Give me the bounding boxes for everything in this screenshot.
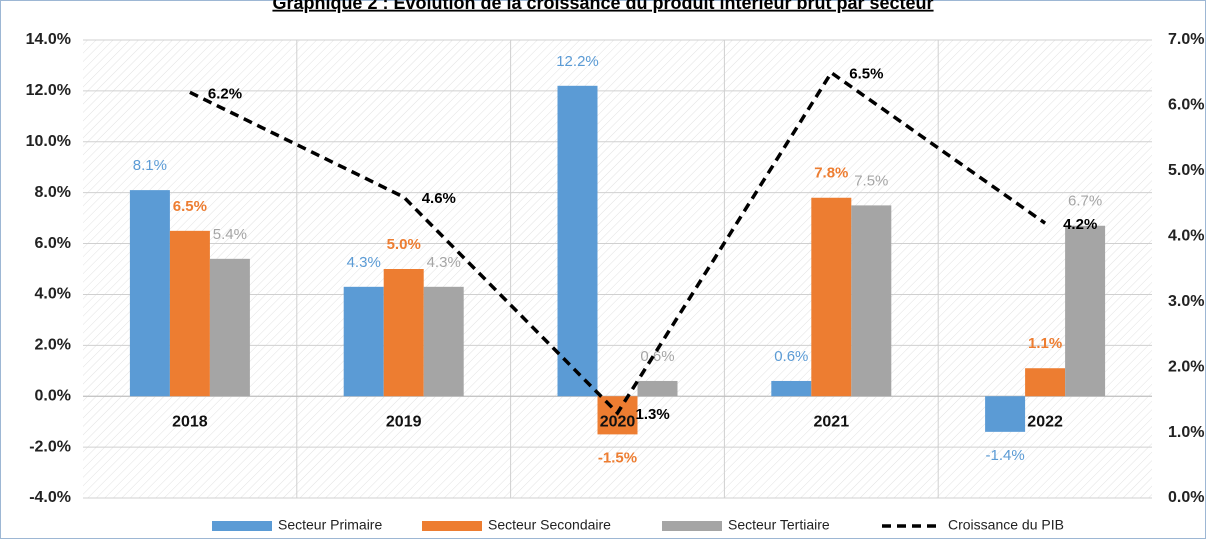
data-label: 0.6% [774,348,808,365]
y-tick-label: 6.0% [35,235,71,252]
y-tick-label: -2.0% [29,438,71,455]
data-label: -1.5% [598,449,637,466]
x-tick-label: 2021 [814,413,850,430]
data-label: 7.8% [814,165,848,182]
bar [811,197,852,397]
bar [343,286,384,397]
x-tick-label: 2020 [600,413,636,430]
y-tick-label: 14.0% [26,31,71,48]
y-tick-label: 10.0% [26,133,71,150]
data-label: 6.5% [173,198,207,215]
data-label: 6.2% [208,85,242,102]
bar [637,380,678,397]
y2-tick-label: 1.0% [1168,424,1204,441]
y2-tick-label: 2.0% [1168,358,1204,375]
x-tick-label: 2019 [386,413,422,430]
line [189,70,1047,416]
bar [1025,368,1066,397]
bar [1065,225,1106,397]
y-tick-label: 0.0% [35,387,71,404]
data-label: 5.0% [387,236,421,253]
x-tick-label: 2018 [172,413,208,430]
legend-swatch [212,521,272,531]
data-label: 4.3% [427,254,461,271]
legend-label: Secteur Tertiaire [728,517,830,533]
chart-title: Graphique 2 : Evolution de la croissance… [272,0,933,13]
legend-swatch [662,521,722,531]
y-tick-label: -4.0% [29,489,71,506]
data-label: 4.3% [347,254,381,271]
data-label: 8.1% [133,157,167,174]
legend-swatch [422,521,482,531]
data-label: 4.6% [422,190,456,207]
legend-label: Secteur Secondaire [488,517,611,533]
y-tick-label: 8.0% [35,184,71,201]
data-label: 7.5% [854,172,888,189]
bar [209,258,250,397]
y2-tick-label: 3.0% [1168,293,1204,310]
y2-tick-label: 7.0% [1168,31,1204,48]
y-tick-label: 2.0% [35,337,71,354]
y2-tick-label: 4.0% [1168,228,1204,245]
bar [771,380,812,397]
data-label: 12.2% [556,53,599,70]
legend-label: Secteur Primaire [278,517,382,533]
data-label: 4.2% [1063,216,1097,233]
data-label: 1.1% [1028,335,1062,352]
y-tick-label: 4.0% [35,286,71,303]
data-label: 5.4% [213,226,247,243]
bar [383,269,424,397]
x-tick-label: 2022 [1027,413,1063,430]
legend-label: Croissance du PIB [948,517,1064,533]
bar [985,396,1026,432]
bar [129,190,170,397]
y2-tick-label: 6.0% [1168,97,1204,114]
data-label: 1.3% [636,406,670,423]
y-tick-label: 12.0% [26,82,71,99]
data-label: 6.5% [849,66,883,83]
bar [423,286,464,397]
data-label: -1.4% [986,447,1025,464]
bar [169,230,210,397]
bar [851,205,892,397]
bar [557,85,598,397]
y2-tick-label: 5.0% [1168,162,1204,179]
y2-tick-label: 0.0% [1168,489,1204,506]
data-label: 6.7% [1068,193,1102,210]
